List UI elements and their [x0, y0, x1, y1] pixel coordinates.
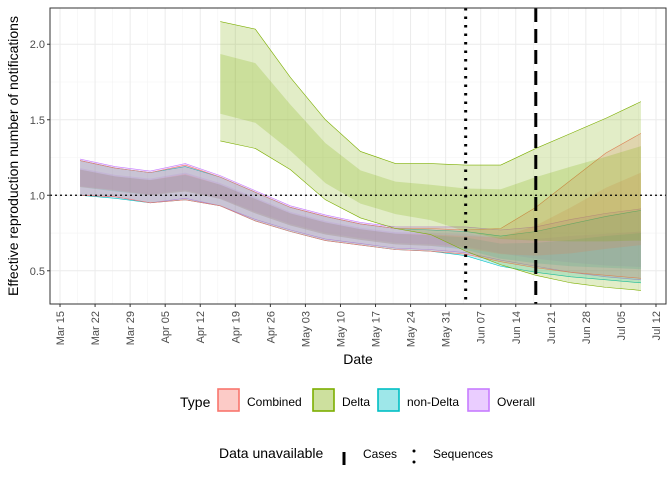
y-tick-label: 1.0: [30, 190, 45, 202]
x-tick-label: Jun 07: [476, 311, 488, 344]
x-tick-label: Mar 22: [90, 311, 102, 345]
data-unavailable-lines: [464, 8, 538, 304]
panel-border: [49, 7, 667, 305]
ribbon-upper-edge: [79, 133, 642, 231]
series-combined: [79, 133, 642, 279]
legend-type-title: Type: [180, 394, 211, 410]
x-tick-label: Mar 15: [55, 311, 67, 345]
legend-label-overall: Overall: [497, 395, 535, 409]
x-tick-label: Apr 05: [160, 311, 172, 343]
legend-type-entries: Combined Delta non-Delta Overall: [217, 388, 535, 412]
legend-sequences-key-dot-2: [412, 460, 416, 464]
y-tick-label: 0.5: [30, 266, 45, 278]
ribbon-upper-edge: [79, 158, 641, 231]
series-overall: [79, 158, 641, 281]
major-gridlines-x: [59, 8, 657, 304]
x-tick-label: Apr 19: [230, 311, 242, 343]
ribbon-inner-overall: [80, 168, 641, 267]
legend-label-non-delta: non-Delta: [407, 395, 459, 409]
legend-data-title: Data unavailable: [219, 445, 324, 461]
y-tick-label: 1.5: [30, 115, 45, 127]
x-tick-label: Apr 26: [265, 311, 277, 343]
x-tick-label: May 10: [335, 311, 347, 347]
ribbon-outer-overall: [80, 159, 641, 280]
legend-sequences-label: Sequences: [433, 447, 493, 461]
legend-key-overall: [467, 388, 490, 412]
ribbon-upper-edge: [220, 21, 642, 166]
y-axis-ticks: 0.5 1.0 1.5 2.0: [30, 39, 50, 278]
ribbon-outer-non-delta: [80, 160, 641, 283]
x-tick-label: Jul 05: [616, 311, 628, 340]
legend-type: Type Combined Delta non-Delta Overall: [180, 388, 535, 412]
y-axis-title: Effective reproduction number of notific…: [5, 16, 21, 296]
minor-gridlines-y: [50, 81, 666, 234]
legend-label-combined: Combined: [247, 395, 302, 409]
x-tick-label: Apr 12: [195, 311, 207, 343]
y-tick-label: 2.0: [30, 39, 45, 51]
x-tick-label: Mar 29: [125, 311, 137, 345]
x-tick-label: Jun 28: [581, 311, 593, 344]
legend-key-delta: [312, 388, 335, 412]
x-tick-label: May 03: [300, 311, 312, 347]
x-tick-label: May 31: [441, 311, 453, 347]
ribbon-outer-combined: [80, 133, 641, 279]
x-tick-label: May 17: [371, 311, 383, 347]
x-tick-label: May 24: [406, 311, 418, 347]
ribbon-inner-non-delta: [80, 169, 641, 270]
x-tick-label: Jul 12: [651, 311, 663, 340]
x-tick-label: Jun 14: [511, 311, 523, 344]
ribbon-inner-delta: [220, 54, 641, 242]
legend-data-unavailable: Data unavailable Cases Sequences: [219, 445, 493, 465]
legend-label-delta: Delta: [342, 395, 370, 409]
legend-key-non-delta: [377, 388, 400, 412]
x-axis-ticks: Mar 15 Mar 22 Mar 29 Apr 05 Apr 12 Apr 19 Apr …: [55, 304, 663, 347]
ribbon-lower-edge: [220, 140, 641, 291]
x-tick-label: Jun 21: [546, 311, 558, 344]
x-axis-title: Date: [343, 351, 373, 367]
ribbon-inner-combined: [80, 169, 641, 256]
legend-sequences-key-dot-1: [412, 449, 416, 453]
ribbon-lower-edge: [80, 194, 641, 279]
ribbon-lower-edge: [80, 194, 641, 281]
legend-key-combined: [217, 388, 240, 412]
legend-cases-label: Cases: [363, 447, 397, 461]
minor-gridlines-x: [77, 8, 639, 304]
